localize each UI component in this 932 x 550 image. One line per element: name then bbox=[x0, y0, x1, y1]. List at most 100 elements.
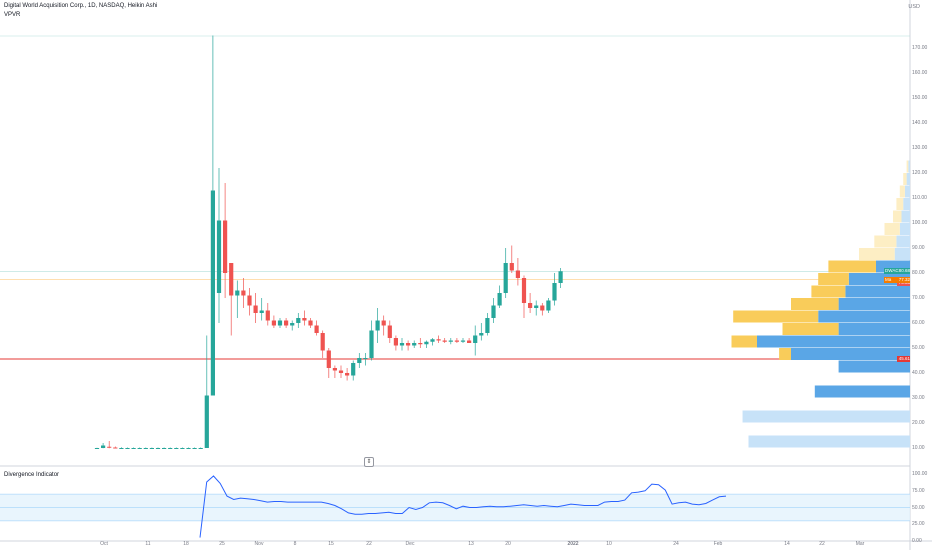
volume-profile-down-bar bbox=[906, 160, 909, 173]
candle-body bbox=[387, 325, 392, 338]
time-tick-label: 25 bbox=[219, 541, 225, 547]
candle-body bbox=[320, 333, 325, 351]
candle-body bbox=[290, 323, 295, 326]
candle-body bbox=[546, 300, 551, 311]
candle-body bbox=[180, 448, 185, 449]
time-tick-label: 20 bbox=[505, 541, 511, 547]
candle-body bbox=[314, 325, 319, 333]
candle-body bbox=[399, 343, 405, 346]
candle-body bbox=[381, 320, 386, 326]
price-axis-label-text: Ma bbox=[885, 276, 892, 282]
candle-body bbox=[192, 448, 197, 449]
volume-profile-up-bar bbox=[838, 360, 910, 373]
oscillator-tick-label: 100.00 bbox=[912, 471, 928, 477]
price-axis-label-value: 75.83 bbox=[898, 280, 910, 286]
volume-profile-down-bar bbox=[828, 260, 876, 273]
time-tick-label: Mar bbox=[855, 541, 865, 547]
candle-body bbox=[210, 190, 215, 396]
candle-body bbox=[454, 340, 459, 342]
oscillator-tick-label: 25.00 bbox=[912, 521, 925, 528]
candle-body bbox=[223, 220, 228, 273]
volume-profile-up-bar bbox=[838, 298, 910, 310]
candle-body bbox=[338, 370, 344, 373]
candle-body bbox=[296, 318, 301, 323]
time-tick-label: Nov bbox=[254, 541, 264, 547]
time-tick-label: 22 bbox=[819, 541, 825, 547]
candle-body bbox=[345, 373, 350, 376]
price-tick-label: 150.00 bbox=[912, 95, 928, 101]
candle-body bbox=[418, 343, 423, 345]
candle-body bbox=[229, 263, 234, 296]
candle-body bbox=[412, 343, 417, 346]
price-tick-label: 80.00 bbox=[912, 270, 925, 276]
time-tick-label: 22 bbox=[366, 541, 372, 547]
volume-profile-down-bar bbox=[859, 248, 895, 260]
volume-profile-down-bar bbox=[782, 323, 839, 335]
indicator-vpvr-label[interactable]: VPVR bbox=[4, 12, 21, 18]
price-axis-label-value: 45.61 bbox=[898, 355, 910, 361]
volume-profile bbox=[731, 160, 910, 448]
candle-body bbox=[436, 339, 441, 341]
volume-profile-up-bar bbox=[904, 185, 910, 198]
candle-body bbox=[265, 310, 270, 321]
volume-profile-down-bar bbox=[731, 335, 757, 348]
time-tick-label: Dec bbox=[405, 541, 415, 547]
candle-body bbox=[393, 338, 398, 346]
volume-profile-down-bar bbox=[896, 198, 904, 210]
volume-profile-up-bar bbox=[901, 210, 910, 223]
time-tick-label: 24 bbox=[673, 541, 679, 547]
candle-body bbox=[448, 340, 453, 342]
candle-body bbox=[515, 270, 520, 278]
price-axis-label: DWAC 80.68 bbox=[884, 268, 910, 275]
divergence-indicator-label[interactable]: Divergence Indicator bbox=[4, 472, 60, 478]
time-tick-label: 10 bbox=[606, 541, 612, 547]
volume-profile-up-bar bbox=[896, 235, 910, 248]
price-tick-label: 160.00 bbox=[912, 70, 928, 76]
candle-body bbox=[540, 305, 545, 311]
candle-body bbox=[442, 340, 447, 342]
candle-body bbox=[430, 339, 435, 342]
time-tick-label: 15 bbox=[328, 541, 334, 547]
candle-body bbox=[491, 305, 496, 318]
candle-body bbox=[369, 330, 374, 358]
candle-body bbox=[119, 448, 124, 449]
price-axis-label-text: DWAC bbox=[885, 268, 899, 274]
pane-collapse-button[interactable]: ⇕ bbox=[364, 457, 374, 467]
candle-body bbox=[467, 340, 472, 343]
candle-body bbox=[351, 363, 356, 376]
candle-body bbox=[143, 448, 148, 449]
candle-body bbox=[497, 293, 502, 306]
candle-body bbox=[308, 320, 313, 326]
candle-body bbox=[168, 448, 173, 449]
candle-body bbox=[149, 448, 154, 449]
volume-profile-up-bar bbox=[757, 335, 910, 348]
volume-profile-down-bar bbox=[899, 185, 905, 198]
candle-body bbox=[528, 303, 533, 308]
volume-profile-down-bar bbox=[903, 173, 907, 185]
price-tick-label: 90.00 bbox=[912, 245, 925, 251]
candle-body bbox=[259, 310, 264, 313]
candle-body bbox=[363, 358, 368, 359]
candle-body bbox=[406, 343, 411, 346]
volume-profile-up-bar bbox=[845, 285, 910, 298]
price-axis-label: 45.61 bbox=[897, 355, 910, 362]
price-axis-label: Ma 77.32 bbox=[884, 276, 910, 283]
price-tick-label: 170.00 bbox=[912, 45, 928, 51]
price-tick-label: 100.00 bbox=[912, 220, 928, 226]
currency-label: USD bbox=[908, 4, 920, 10]
volume-profile-down-bar bbox=[884, 223, 900, 235]
candle-body bbox=[271, 320, 276, 326]
candle-body bbox=[107, 446, 112, 448]
candle-body bbox=[534, 305, 539, 308]
price-tick-label: 120.00 bbox=[912, 170, 928, 176]
price-axis-label: 75.83 bbox=[897, 280, 910, 287]
candle-body bbox=[302, 318, 307, 321]
candle-body bbox=[113, 447, 118, 449]
oscillator-line bbox=[199, 475, 727, 538]
candle-body bbox=[162, 448, 167, 449]
volume-profile-up-bar bbox=[838, 323, 910, 335]
volume-profile-down-bar bbox=[818, 273, 849, 285]
oscillator-tick-label: 75.00 bbox=[912, 487, 925, 494]
